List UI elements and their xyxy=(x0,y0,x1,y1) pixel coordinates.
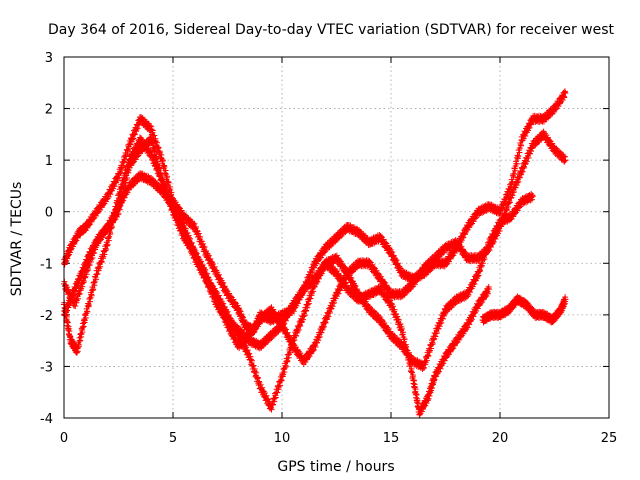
data-point xyxy=(392,256,399,263)
y-tick-label: 2 xyxy=(45,103,53,118)
data-point xyxy=(155,144,162,151)
data-point xyxy=(165,179,172,186)
x-tick-label: 0 xyxy=(60,431,68,446)
data-point xyxy=(104,195,111,202)
data-point xyxy=(221,303,228,310)
data-point xyxy=(88,292,95,299)
data-point xyxy=(227,293,234,300)
data-point xyxy=(552,106,559,113)
data-point xyxy=(231,299,238,306)
data-point xyxy=(92,276,99,283)
data-point xyxy=(246,350,253,357)
y-tick-label: -4 xyxy=(40,412,53,427)
y-tick-label: 3 xyxy=(45,51,53,66)
data-point xyxy=(472,215,479,222)
data-point xyxy=(147,122,154,129)
data-point xyxy=(147,148,154,155)
data-point xyxy=(382,239,389,246)
data-point xyxy=(75,343,82,350)
data-point xyxy=(562,90,569,97)
data-point xyxy=(98,259,105,266)
x-tick-label: 15 xyxy=(383,431,400,446)
data-point xyxy=(159,157,166,164)
data-point xyxy=(127,141,134,148)
data-point xyxy=(80,323,87,330)
data-point xyxy=(151,132,158,139)
data-point xyxy=(103,247,110,254)
series-track-3 xyxy=(61,170,493,418)
data-point xyxy=(515,153,522,160)
data-point xyxy=(77,337,84,344)
data-point xyxy=(85,302,92,309)
y-tick-label: -2 xyxy=(40,309,53,324)
data-point xyxy=(104,241,111,248)
data-point xyxy=(511,171,518,178)
data-point xyxy=(123,152,130,159)
data-point xyxy=(388,248,394,255)
data-point xyxy=(221,283,228,290)
data-point xyxy=(107,231,114,238)
data-point xyxy=(94,270,101,277)
data-point xyxy=(64,319,71,326)
grid xyxy=(64,57,609,418)
x-tick-label: 5 xyxy=(169,431,177,446)
data-point xyxy=(90,215,97,222)
data-point xyxy=(207,255,214,262)
data-point xyxy=(124,147,131,154)
data-point xyxy=(67,333,74,340)
y-tick-label: 0 xyxy=(45,206,53,221)
data-point xyxy=(198,238,205,245)
data-point xyxy=(192,223,199,230)
y-tick-label: -3 xyxy=(40,360,53,375)
x-tick-label: 20 xyxy=(492,431,509,446)
data-point xyxy=(84,308,91,315)
x-tick-label: 25 xyxy=(601,431,618,446)
data-point xyxy=(513,160,520,167)
data-point xyxy=(467,221,474,228)
data-point xyxy=(377,233,384,240)
data-point xyxy=(129,136,136,143)
data-point xyxy=(223,287,230,294)
data-point xyxy=(106,233,113,240)
data-point xyxy=(148,126,155,133)
series-track-2 xyxy=(61,134,536,413)
data-point xyxy=(528,121,535,128)
data-point xyxy=(204,252,211,259)
data-point xyxy=(85,221,92,228)
data-point xyxy=(114,175,121,182)
y-tick-label: 1 xyxy=(45,154,53,169)
y-tick-label: -1 xyxy=(40,257,53,272)
data-point xyxy=(161,163,168,170)
series-track-4 xyxy=(61,128,569,367)
data-point xyxy=(390,252,397,259)
data-marks xyxy=(61,88,569,418)
data-point xyxy=(518,142,525,149)
data-point xyxy=(219,279,226,286)
data-point xyxy=(90,286,97,293)
data-point xyxy=(396,264,403,271)
data-point xyxy=(247,356,254,363)
data-point xyxy=(561,94,568,101)
data-point xyxy=(131,131,138,138)
data-point xyxy=(200,243,207,250)
data-point xyxy=(208,259,215,266)
tick-labels: 0 5 10 15 20 25 -4 -3 -2 -1 0 1 2 3 xyxy=(40,51,617,446)
data-point xyxy=(164,173,171,180)
data-point xyxy=(463,227,470,234)
chart-title: Day 364 of 2016, Sidereal Day-to-day VTE… xyxy=(48,22,615,38)
x-tick-label: 10 xyxy=(274,431,291,446)
